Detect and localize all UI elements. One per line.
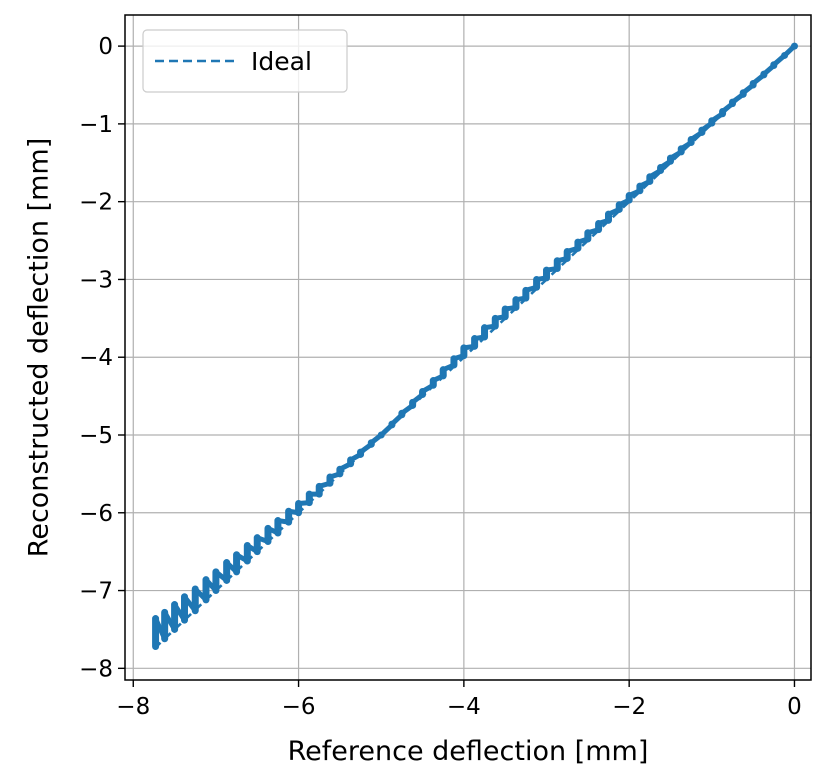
x-tick-label: −2 — [612, 694, 646, 720]
x-tick-label: −8 — [116, 694, 150, 720]
y-tick-label: −7 — [79, 579, 113, 605]
y-tick-label: −4 — [79, 345, 113, 371]
legend: Ideal — [142, 29, 348, 93]
x-tick-label: 0 — [787, 694, 802, 720]
y-tick-label: −3 — [79, 267, 113, 293]
plot-frame — [124, 14, 812, 681]
y-tick-label: −5 — [79, 423, 113, 449]
legend-box — [142, 29, 348, 93]
y-axis-label: Reconstructed deflection [mm] — [23, 138, 54, 557]
ticks: −8 −6 −4 −2 0 0 −1 −2 −3 −4 −5 −6 −7 −8 — [79, 34, 802, 720]
x-tick-label: −6 — [282, 694, 316, 720]
series-layer — [152, 42, 798, 651]
y-tick-label: −2 — [79, 190, 113, 216]
y-tick-label: −6 — [79, 501, 113, 527]
x-axis-label: Reference deflection [mm] — [288, 736, 649, 767]
x-tick-label: −4 — [447, 694, 481, 720]
legend-label-ideal: Ideal — [251, 47, 312, 76]
y-tick-label: 0 — [98, 34, 113, 60]
y-tick-label: −8 — [79, 656, 113, 682]
y-tick-label: −1 — [79, 112, 113, 138]
